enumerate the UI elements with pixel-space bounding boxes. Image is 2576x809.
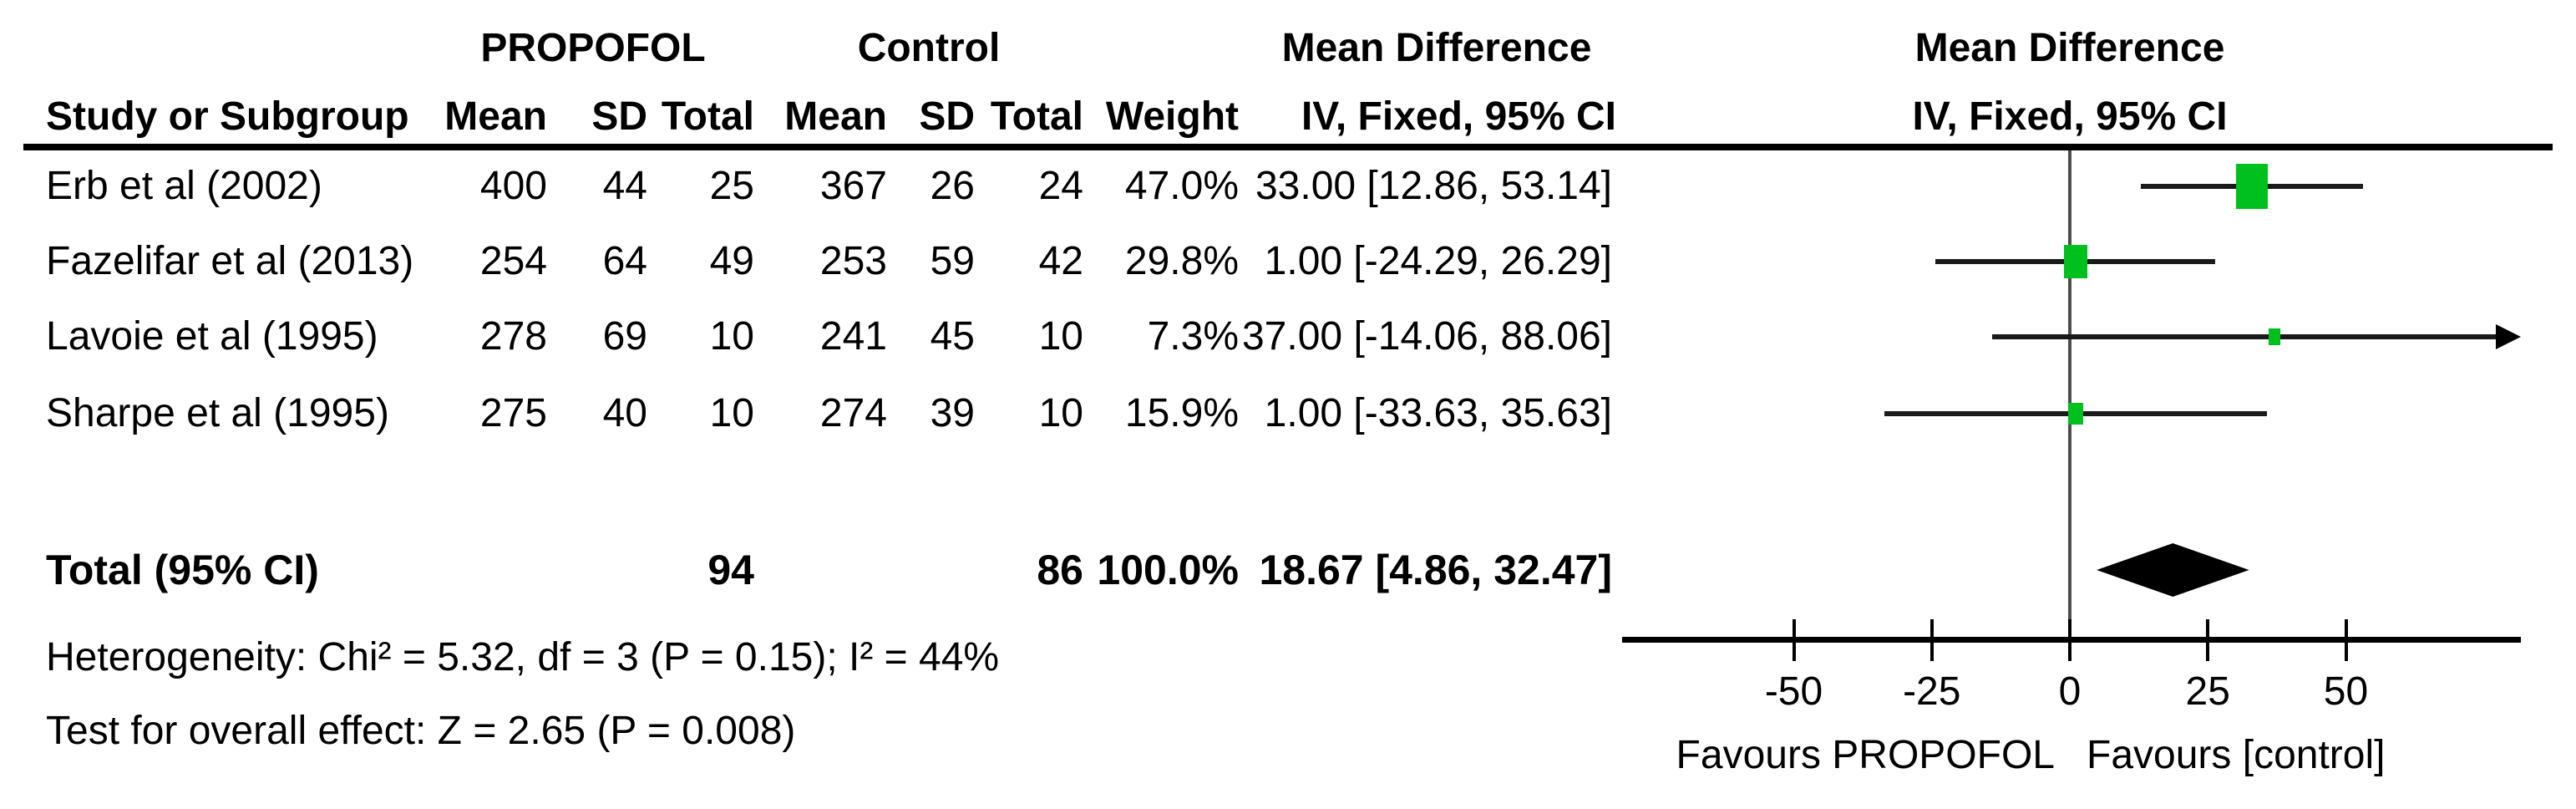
total2-value: 10 — [1038, 391, 1083, 435]
total1-value: 10 — [709, 391, 754, 435]
zero-reference-line — [2068, 150, 2071, 640]
axis-tick-label: 0 — [2058, 669, 2082, 714]
study-name: Sharpe et al (1995) — [46, 391, 389, 435]
plot-subtitle: IV, Fixed, 95% CI — [1912, 94, 2228, 139]
study-square-marker — [2236, 164, 2269, 209]
total-ci-text: 18.67 [4.86, 32.47] — [1259, 547, 1612, 593]
overall-effect-stats: Test for overall effect: Z = 2.65 (P = 0… — [46, 709, 796, 753]
favours-left-label: Favours PROPOFOL — [1676, 733, 2055, 777]
favours-right-label: Favours [control] — [2087, 733, 2386, 777]
sd2-value: 39 — [930, 391, 975, 435]
axis-tick-label: -50 — [1764, 669, 1823, 714]
sd1-header: SD — [591, 94, 647, 139]
ci-arrow-icon — [2496, 324, 2521, 349]
ci-line — [1992, 334, 2497, 339]
total2-value: 10 — [1038, 314, 1083, 359]
mean1-value: 400 — [479, 164, 547, 208]
md-column-title: Mean Difference — [1281, 26, 1592, 70]
total-weight: 100.0% — [1097, 547, 1239, 593]
summary-diamond — [2097, 543, 2249, 597]
weight-value: 47.0% — [1124, 164, 1239, 208]
total2-value: 42 — [1038, 239, 1083, 283]
axis-tick — [2344, 619, 2348, 661]
axis-tick — [1792, 619, 1796, 661]
total-n-propofol: 94 — [707, 547, 754, 593]
sd1-value: 40 — [602, 391, 647, 435]
total2-header: Total — [990, 94, 1083, 139]
mean2-value: 367 — [819, 164, 887, 208]
sd2-value: 45 — [930, 314, 975, 359]
axis-tick-label: 50 — [2323, 669, 2369, 714]
total-n-control: 86 — [1037, 547, 1083, 593]
study-square-marker — [2268, 328, 2280, 345]
total1-value: 49 — [709, 239, 754, 283]
plot-title: Mean Difference — [1914, 26, 2225, 70]
study-name: Lavoie et al (1995) — [46, 314, 378, 359]
mean2-value: 253 — [819, 239, 887, 283]
weight-header: Weight — [1105, 94, 1239, 139]
x-axis-line — [1622, 637, 2521, 643]
weight-value: 15.9% — [1124, 391, 1239, 435]
mean1-value: 278 — [479, 314, 547, 359]
total1-header: Total — [661, 94, 754, 139]
weight-value: 7.3% — [1147, 314, 1239, 359]
mean1-value: 254 — [479, 239, 547, 283]
total1-value: 25 — [709, 164, 754, 208]
ci-text: 1.00 [-24.29, 26.29] — [1264, 239, 1612, 283]
sd2-value: 26 — [930, 164, 975, 208]
study-name: Erb et al (2002) — [46, 164, 322, 208]
weight-value: 29.8% — [1124, 239, 1239, 283]
total-row-label: Total (95% CI) — [46, 547, 319, 593]
study-square-marker — [2063, 245, 2087, 278]
heterogeneity-stats: Heterogeneity: Chi² = 5.32, df = 3 (P = … — [46, 635, 1000, 679]
sd1-value: 69 — [602, 314, 647, 359]
total1-value: 10 — [709, 314, 754, 359]
ci-text: 33.00 [12.86, 53.14] — [1255, 164, 1612, 208]
total2-value: 24 — [1038, 164, 1083, 208]
sd2-value: 59 — [930, 239, 975, 283]
mean2-value: 274 — [819, 391, 887, 435]
axis-tick — [2206, 619, 2210, 661]
mean2-header: Mean — [784, 94, 887, 139]
axis-tick-label: -25 — [1903, 669, 1961, 714]
header-rule — [23, 144, 2553, 150]
sd1-value: 44 — [602, 164, 647, 208]
mean1-header: Mean — [444, 94, 547, 139]
study-square-marker — [2067, 403, 2083, 425]
sd1-value: 64 — [602, 239, 647, 283]
study-name: Fazelifar et al (2013) — [46, 239, 414, 283]
md-column-subtitle: IV, Fixed, 95% CI — [1301, 94, 1616, 139]
axis-tick — [2068, 619, 2071, 661]
column-group-propofol: PROPOFOL — [480, 26, 706, 70]
ci-text: 1.00 [-33.63, 35.63] — [1264, 391, 1612, 435]
mean1-value: 275 — [479, 391, 547, 435]
mean2-value: 241 — [819, 314, 887, 359]
study-column-header: Study or Subgroup — [46, 94, 409, 139]
column-group-control: Control — [857, 26, 1001, 70]
axis-tick-label: 25 — [2185, 669, 2230, 714]
sd2-header: SD — [919, 94, 975, 139]
axis-tick — [1929, 619, 1934, 661]
ci-text: 37.00 [-14.06, 88.06] — [1241, 314, 1612, 359]
